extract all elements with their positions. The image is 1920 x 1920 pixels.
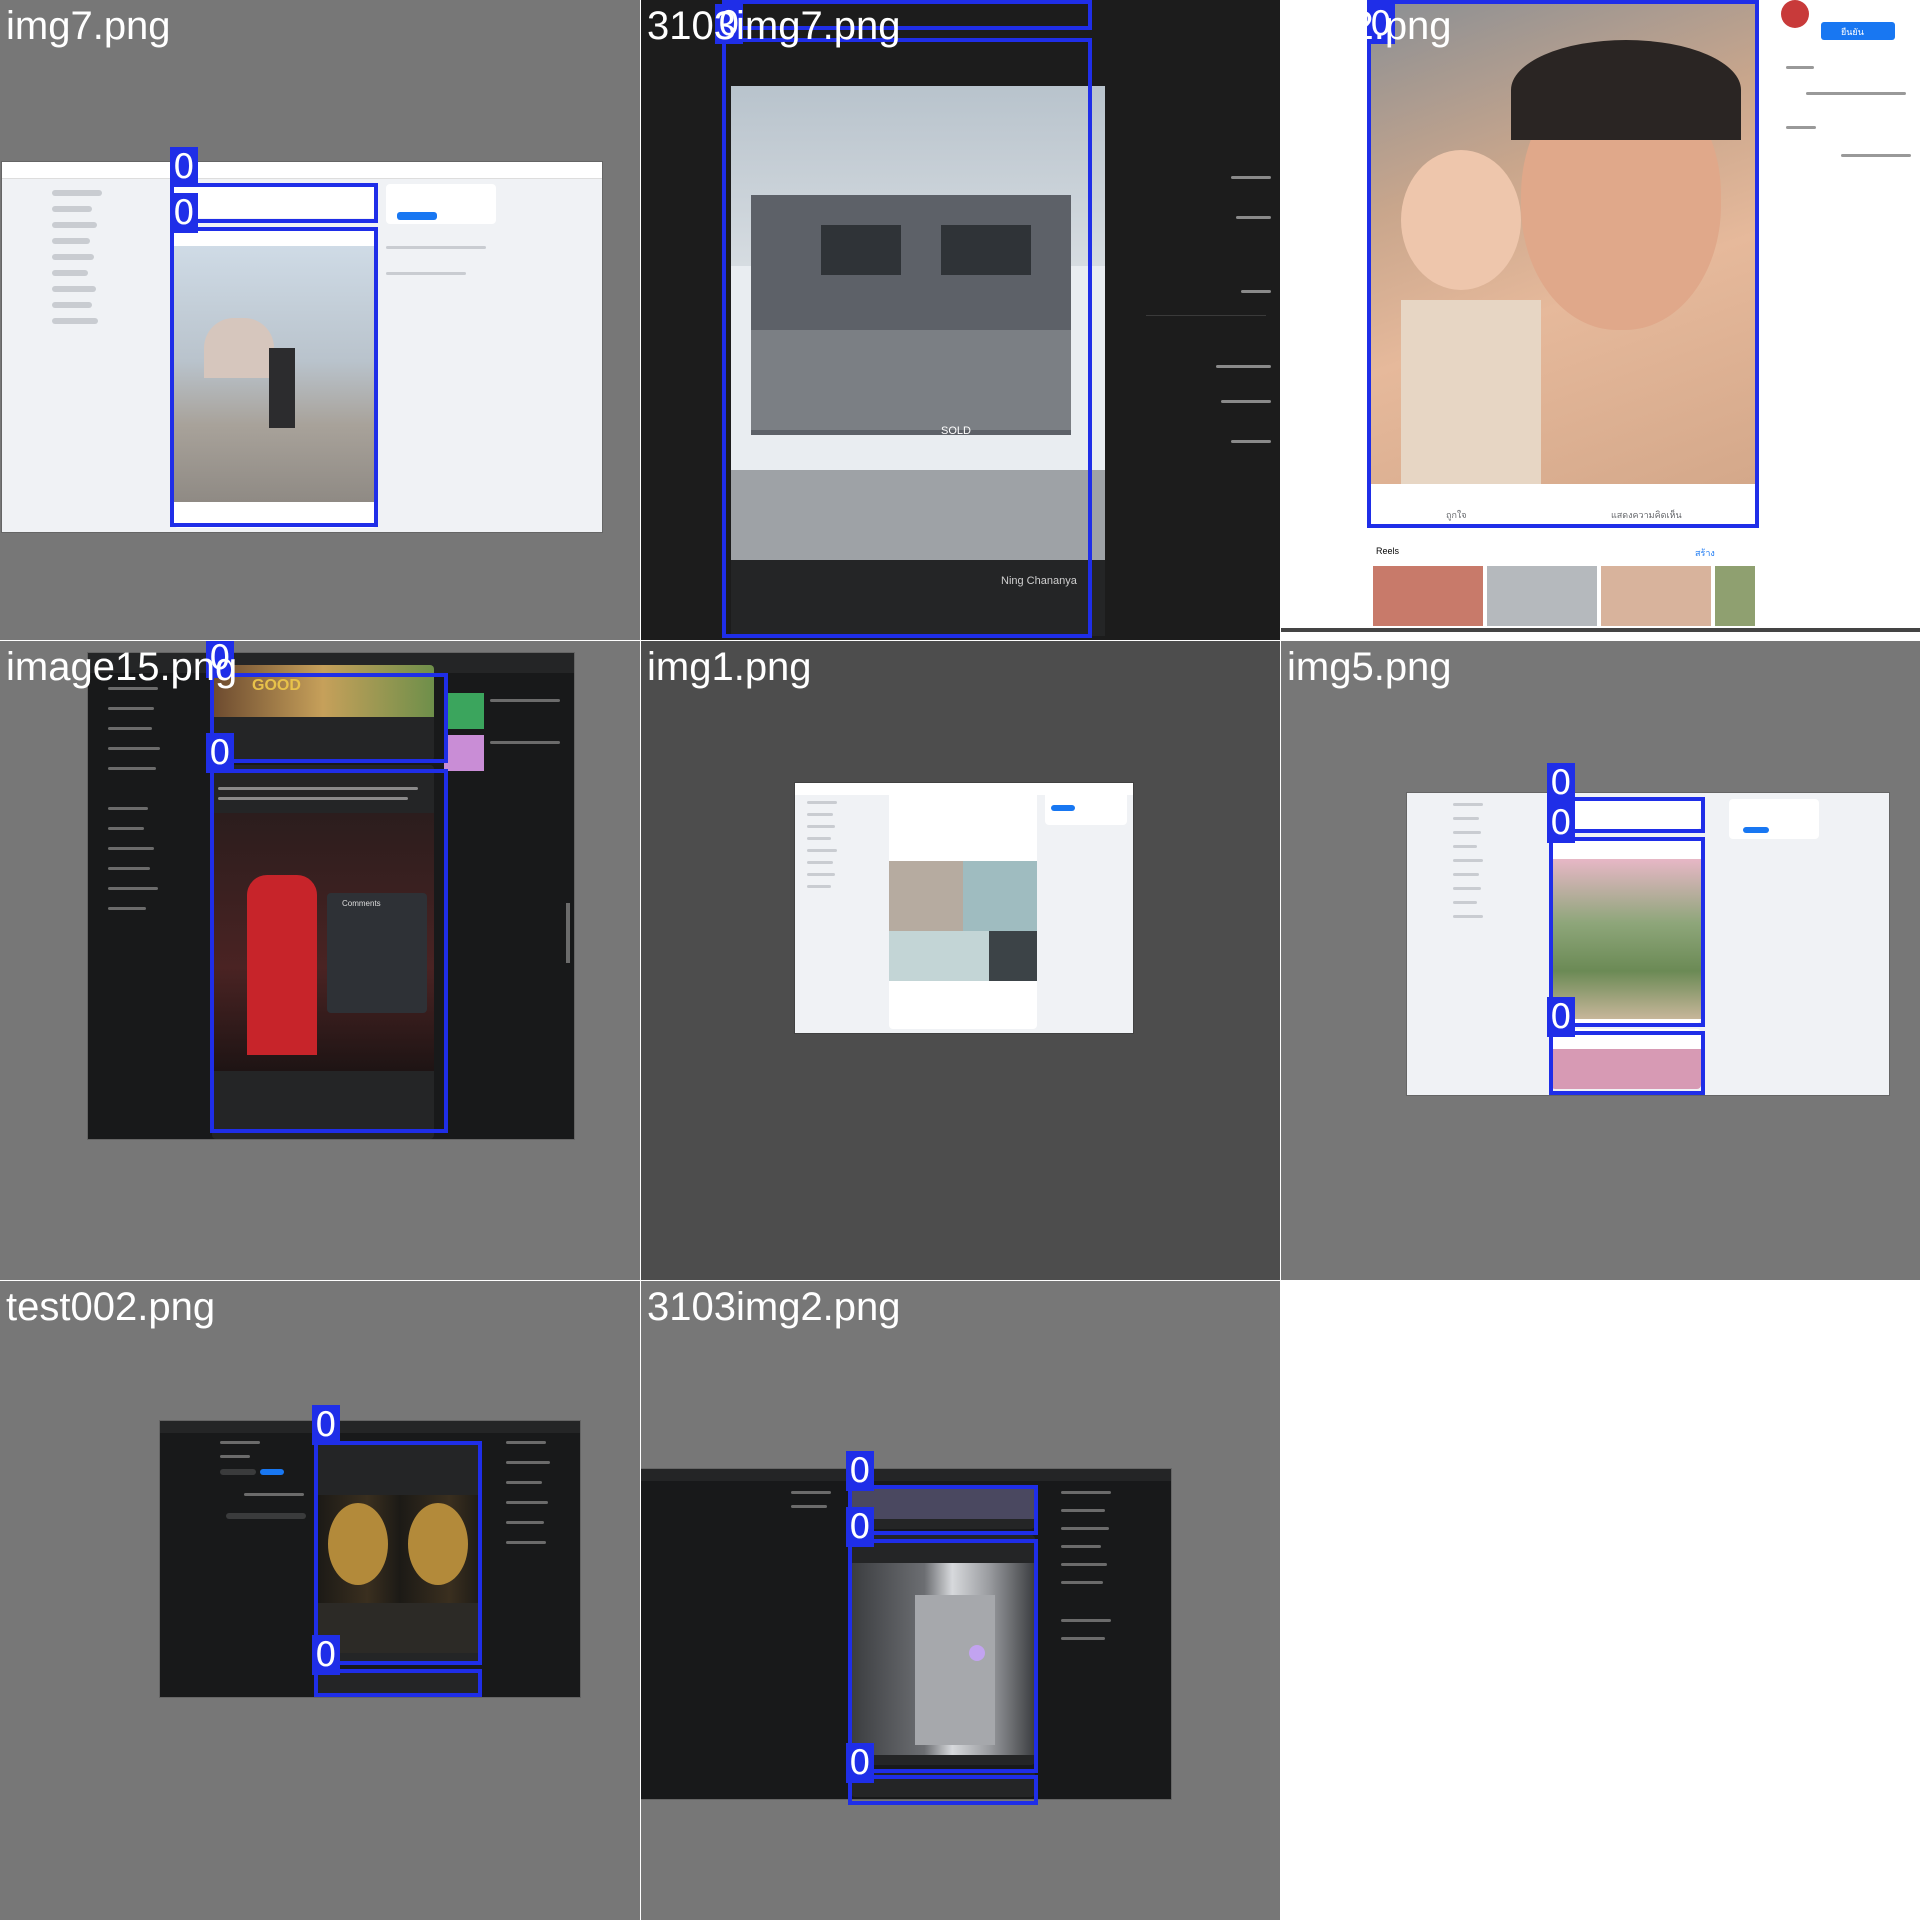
detection-label: 0 <box>206 641 234 678</box>
tile-img1: img1.png <box>641 641 1280 1280</box>
tile-img2: ถูกใจ แสดงความคิดเห็น Reels สร้าง ยืนยัน… <box>1281 0 1920 640</box>
tile-img5: img5.png 0 0 0 <box>1281 641 1920 1280</box>
tile-empty <box>1281 1281 1920 1920</box>
create-link[interactable]: สร้าง <box>1695 548 1715 558</box>
tile-test002: test002.png 0 0 <box>0 1281 640 1920</box>
tile-filename: img7.png <box>6 4 171 48</box>
detection-box <box>848 1539 1038 1773</box>
detection-label: 0 <box>1547 803 1575 843</box>
detection-label: 0 <box>715 4 743 44</box>
detection-label: 0 <box>846 1507 874 1547</box>
tile-3103img7: SOLD Ning Chananya 3103img7.png 0 <box>641 0 1280 640</box>
detection-label: 0 <box>1547 997 1575 1037</box>
confirm-label: ยืนยัน <box>1841 27 1864 37</box>
detection-box <box>170 227 378 527</box>
detection-box <box>722 38 1092 638</box>
detection-box <box>848 1775 1038 1805</box>
screenshot-thumbnail <box>795 783 1133 1033</box>
detection-label: 0 <box>1367 4 1395 44</box>
detection-box <box>210 673 448 763</box>
overlay-text: GOOD <box>252 677 301 694</box>
tile-filename: test002.png <box>6 1285 216 1329</box>
detection-label: 0 <box>170 193 198 233</box>
tile-filename: 3103img7.png <box>647 4 901 48</box>
screenshot-thumbnail <box>2 162 602 532</box>
post-author: Ning Chananya <box>1001 575 1077 587</box>
detection-box <box>848 1485 1038 1535</box>
detection-box <box>314 1669 482 1697</box>
tile-filename: 3103img2.png <box>647 1285 901 1329</box>
tile-filename: image15.png <box>6 645 238 689</box>
detection-label: 0 <box>846 1451 874 1491</box>
detection-label: 0 <box>312 1405 340 1445</box>
tile-3103img2: 3103img2.png 0 0 0 <box>641 1281 1280 1920</box>
screenshot-thumbnail <box>160 1421 580 1697</box>
tile-filename: img2.png <box>1287 4 1452 48</box>
like-button[interactable]: ถูกใจ <box>1446 510 1467 520</box>
detection-box <box>314 1441 482 1665</box>
confirm-button[interactable] <box>1821 22 1895 40</box>
tile-filename: img5.png <box>1287 645 1452 689</box>
comments-overlay-title: Comments <box>342 899 381 908</box>
comment-button[interactable]: แสดงความคิดเห็น <box>1611 510 1682 520</box>
reels-heading: Reels <box>1376 546 1400 556</box>
tile-image15: GOOD Comments image15.png 0 0 <box>0 641 640 1280</box>
sold-sign: SOLD <box>941 425 971 437</box>
tile-img7: img7.png 0 0 <box>0 0 640 640</box>
detection-label: 0 <box>1547 763 1575 803</box>
screenshot-thumbnail <box>1407 793 1889 1095</box>
detection-box <box>1549 837 1705 1027</box>
detection-box <box>1549 1031 1705 1095</box>
detection-label: 0 <box>170 147 198 187</box>
detection-label: 0 <box>846 1743 874 1783</box>
detection-box <box>1367 0 1759 528</box>
tile-filename: img1.png <box>647 645 812 689</box>
detection-label: 0 <box>312 1635 340 1675</box>
detection-label: 0 <box>206 733 234 773</box>
detection-box <box>170 183 378 223</box>
detection-box <box>210 769 448 1133</box>
screenshot-thumbnail <box>641 1469 1171 1799</box>
